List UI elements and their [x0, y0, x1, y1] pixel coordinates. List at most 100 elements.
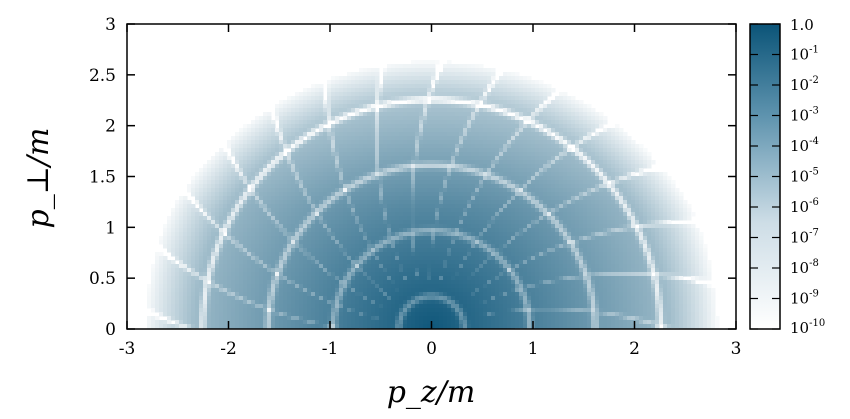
- heatmap-cell: [415, 60, 420, 65]
- heatmap-cell: [259, 256, 264, 261]
- heatmap-cell: [275, 212, 280, 217]
- heatmap-cell: [311, 232, 316, 237]
- heatmap-cell: [443, 320, 448, 325]
- heatmap-cell: [295, 288, 300, 293]
- heatmap-cell: [399, 224, 404, 229]
- heatmap-cell: [307, 208, 312, 213]
- heatmap-cell: [351, 240, 356, 245]
- heatmap-cell: [315, 232, 320, 237]
- heatmap-cell: [323, 212, 328, 217]
- heatmap-cell: [243, 272, 248, 277]
- heatmap-cell: [323, 140, 328, 145]
- heatmap-cell: [395, 112, 400, 117]
- heatmap-cell: [431, 124, 436, 129]
- heatmap-cell: [483, 116, 488, 121]
- heatmap-cell: [499, 288, 504, 293]
- heatmap-cell: [463, 200, 468, 205]
- heatmap-cell: [495, 252, 500, 257]
- heatmap-cell: [431, 304, 436, 309]
- heatmap-cell: [423, 292, 428, 297]
- heatmap-cell: [343, 80, 348, 85]
- heatmap-cell: [259, 212, 264, 217]
- heatmap-cell: [263, 304, 268, 309]
- heatmap-cell: [291, 216, 296, 221]
- heatmap-cell: [415, 252, 420, 257]
- heatmap-cell: [251, 172, 256, 177]
- heatmap-cell: [251, 124, 256, 129]
- heatmap-cell: [347, 88, 352, 93]
- heatmap-cell: [271, 228, 276, 233]
- heatmap-cell: [243, 280, 248, 285]
- heatmap-cell: [263, 236, 268, 241]
- heatmap-cell: [487, 180, 492, 185]
- heatmap-cell: [383, 240, 388, 245]
- heatmap-cell: [419, 200, 424, 205]
- heatmap-cell: [303, 288, 308, 293]
- heatmap-cell: [287, 216, 292, 221]
- heatmap-cell: [203, 212, 208, 217]
- heatmap-cell: [387, 272, 392, 277]
- heatmap-cell: [339, 304, 344, 309]
- heatmap-cell: [307, 296, 312, 301]
- heatmap-cell: [227, 252, 232, 257]
- heatmap-cell: [215, 276, 220, 281]
- heatmap-cell: [347, 308, 352, 313]
- heatmap-cell: [355, 108, 360, 113]
- heatmap-cell: [483, 264, 488, 269]
- heatmap-cell: [343, 136, 348, 141]
- heatmap-cell: [363, 176, 368, 181]
- heatmap-cell: [379, 308, 384, 313]
- heatmap-cell: [475, 224, 480, 229]
- heatmap-cell: [251, 248, 256, 253]
- heatmap-cell: [211, 160, 216, 165]
- heatmap-cell: [163, 284, 168, 289]
- heatmap-cell: [259, 120, 264, 125]
- heatmap-cell: [383, 192, 388, 197]
- heatmap-cell: [311, 96, 316, 101]
- heatmap-cell: [411, 148, 416, 153]
- heatmap-cell: [495, 172, 500, 177]
- heatmap-cell: [283, 112, 288, 117]
- heatmap-cell: [287, 180, 292, 185]
- heatmap-cell: [303, 156, 308, 161]
- heatmap-cell: [219, 172, 224, 177]
- heatmap-cell: [419, 192, 424, 197]
- heatmap-cell: [407, 232, 412, 237]
- heatmap-cell: [463, 120, 468, 125]
- heatmap-cell: [471, 168, 476, 173]
- heatmap-cell: [287, 296, 292, 301]
- heatmap-cell: [407, 228, 412, 233]
- heatmap-cell: [259, 196, 264, 201]
- heatmap-cell: [355, 156, 360, 161]
- heatmap-cell: [391, 320, 396, 325]
- heatmap-cell: [371, 84, 376, 89]
- heatmap-cell: [379, 284, 384, 289]
- heatmap-cell: [411, 152, 416, 157]
- heatmap-cell: [343, 92, 348, 97]
- heatmap-cell: [487, 308, 492, 313]
- heatmap-cell: [383, 268, 388, 273]
- heatmap-cell: [503, 140, 508, 145]
- heatmap-cell: [347, 180, 352, 185]
- heatmap-cell: [175, 320, 180, 325]
- heatmap-cell: [307, 232, 312, 237]
- heatmap-cell: [219, 224, 224, 229]
- heatmap-cell: [219, 176, 224, 181]
- heatmap-cell: [235, 220, 240, 225]
- heatmap-cell: [443, 188, 448, 193]
- heatmap-cell: [403, 204, 408, 209]
- heatmap-cell: [371, 128, 376, 133]
- heatmap-cell: [223, 204, 228, 209]
- heatmap-cell: [263, 168, 268, 173]
- heatmap-cell: [267, 120, 272, 125]
- heatmap-cell: [475, 88, 480, 93]
- heatmap-cell: [435, 324, 440, 329]
- heatmap-cell: [395, 296, 400, 301]
- heatmap-cell: [475, 316, 480, 321]
- heatmap-cell: [359, 268, 364, 273]
- heatmap-cell: [347, 120, 352, 125]
- heatmap-cell: [479, 120, 484, 125]
- heatmap-cell: [379, 272, 384, 277]
- heatmap-cell: [435, 240, 440, 245]
- heatmap-cell: [443, 248, 448, 253]
